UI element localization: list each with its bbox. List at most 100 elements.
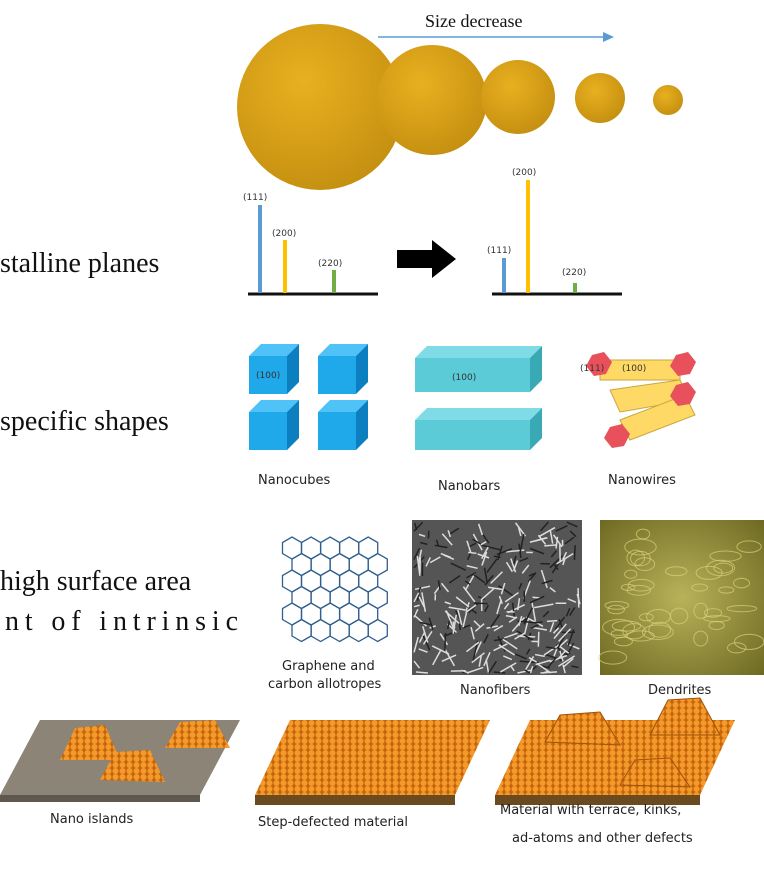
fiber [557,650,566,660]
hexagon [329,618,350,643]
fiber [472,538,482,545]
dendrite-flake [604,600,630,610]
fiber [534,653,545,658]
polygon-shape [255,720,490,795]
polygon-shape [0,795,200,802]
fiber [542,610,550,618]
fiber [460,669,470,674]
fiber [571,665,579,669]
defect-label: Step-defected material [258,815,408,830]
polygon-shape [415,408,542,420]
fiber [464,573,476,591]
fiber [440,582,450,593]
dendrite-flake [641,624,674,640]
fiber [528,656,538,663]
fiber [549,529,554,544]
fiber [413,521,424,532]
surface-label: Nanofibers [460,683,531,698]
fiber [465,604,477,614]
fiber [502,638,518,650]
polygon-shape [530,346,542,392]
cube-side [287,344,299,394]
planes-caption: stalline planes [0,248,159,279]
fiber [484,574,494,586]
fiber [529,595,545,604]
fiber [567,598,577,603]
fiber [546,619,558,623]
fiber [437,580,441,591]
fiber [466,571,477,579]
peak-label: (220) [318,259,342,269]
dendrite-flake [703,608,723,618]
rect-shape [526,180,530,293]
surface-label: Graphene and [282,659,375,674]
fiber [524,655,535,671]
fiber [468,602,479,614]
cube-front [249,356,287,394]
hexagon [367,618,388,643]
fiber [419,621,433,626]
fiber [481,551,488,566]
fiber [544,544,557,547]
fiber [573,545,576,560]
polygon-shape [586,352,612,376]
surface-caption: high surface area [0,566,192,597]
fiber [447,530,452,538]
planes-row: stalline planes (111) (200) (220) (200) … [0,168,622,296]
polygon-shape [100,750,165,782]
fiber [517,669,532,674]
cube-side [356,400,368,450]
peak-label: (200) [272,229,296,239]
fiber [499,662,517,673]
fiber [528,572,535,577]
fiber [413,604,420,608]
fiber [471,652,485,664]
fiber [511,617,525,632]
shapes-row: specific shapes (100) (111) (100) Nanocu… [0,344,696,494]
fiber [464,580,471,586]
fiber [514,632,525,640]
dendrite-flake [622,623,646,640]
fiber [493,643,508,652]
dendrite-flake [709,550,742,562]
fiber [540,569,548,589]
fiber [483,652,491,667]
dendrite-flake [613,636,633,647]
fiber [546,657,557,669]
polygon-shape [670,382,696,406]
fiber [472,573,486,584]
polygon-shape [670,352,696,376]
fiber [448,527,460,536]
fiber [510,558,517,573]
dendrite-flake [607,604,625,615]
fiber [562,558,566,566]
dendrite-flake [648,621,672,638]
fiber [569,530,577,538]
polygon-shape [530,408,542,450]
defect-label: ad-atoms and other defects [512,831,693,846]
fiber [553,623,567,640]
fiber [531,602,537,621]
size-row: Size decrease [237,11,683,190]
dendrite-flake [726,642,747,654]
fiber [413,608,419,618]
fiber [418,631,426,643]
fiber [530,624,539,630]
circle-shape [481,60,555,134]
fiber [413,636,419,653]
fiber [443,554,455,560]
fiber [413,547,421,560]
fiber [478,655,482,667]
fiber [505,614,517,619]
fiber [465,641,480,653]
cube-front [249,412,287,450]
fiber [555,524,568,532]
fiber [512,555,517,566]
shape-label: Nanocubes [258,473,331,488]
fiber [532,596,541,599]
fiber [462,624,471,629]
fiber [441,533,453,546]
fiber [466,552,472,561]
fiber [480,546,489,560]
fiber [498,644,515,656]
